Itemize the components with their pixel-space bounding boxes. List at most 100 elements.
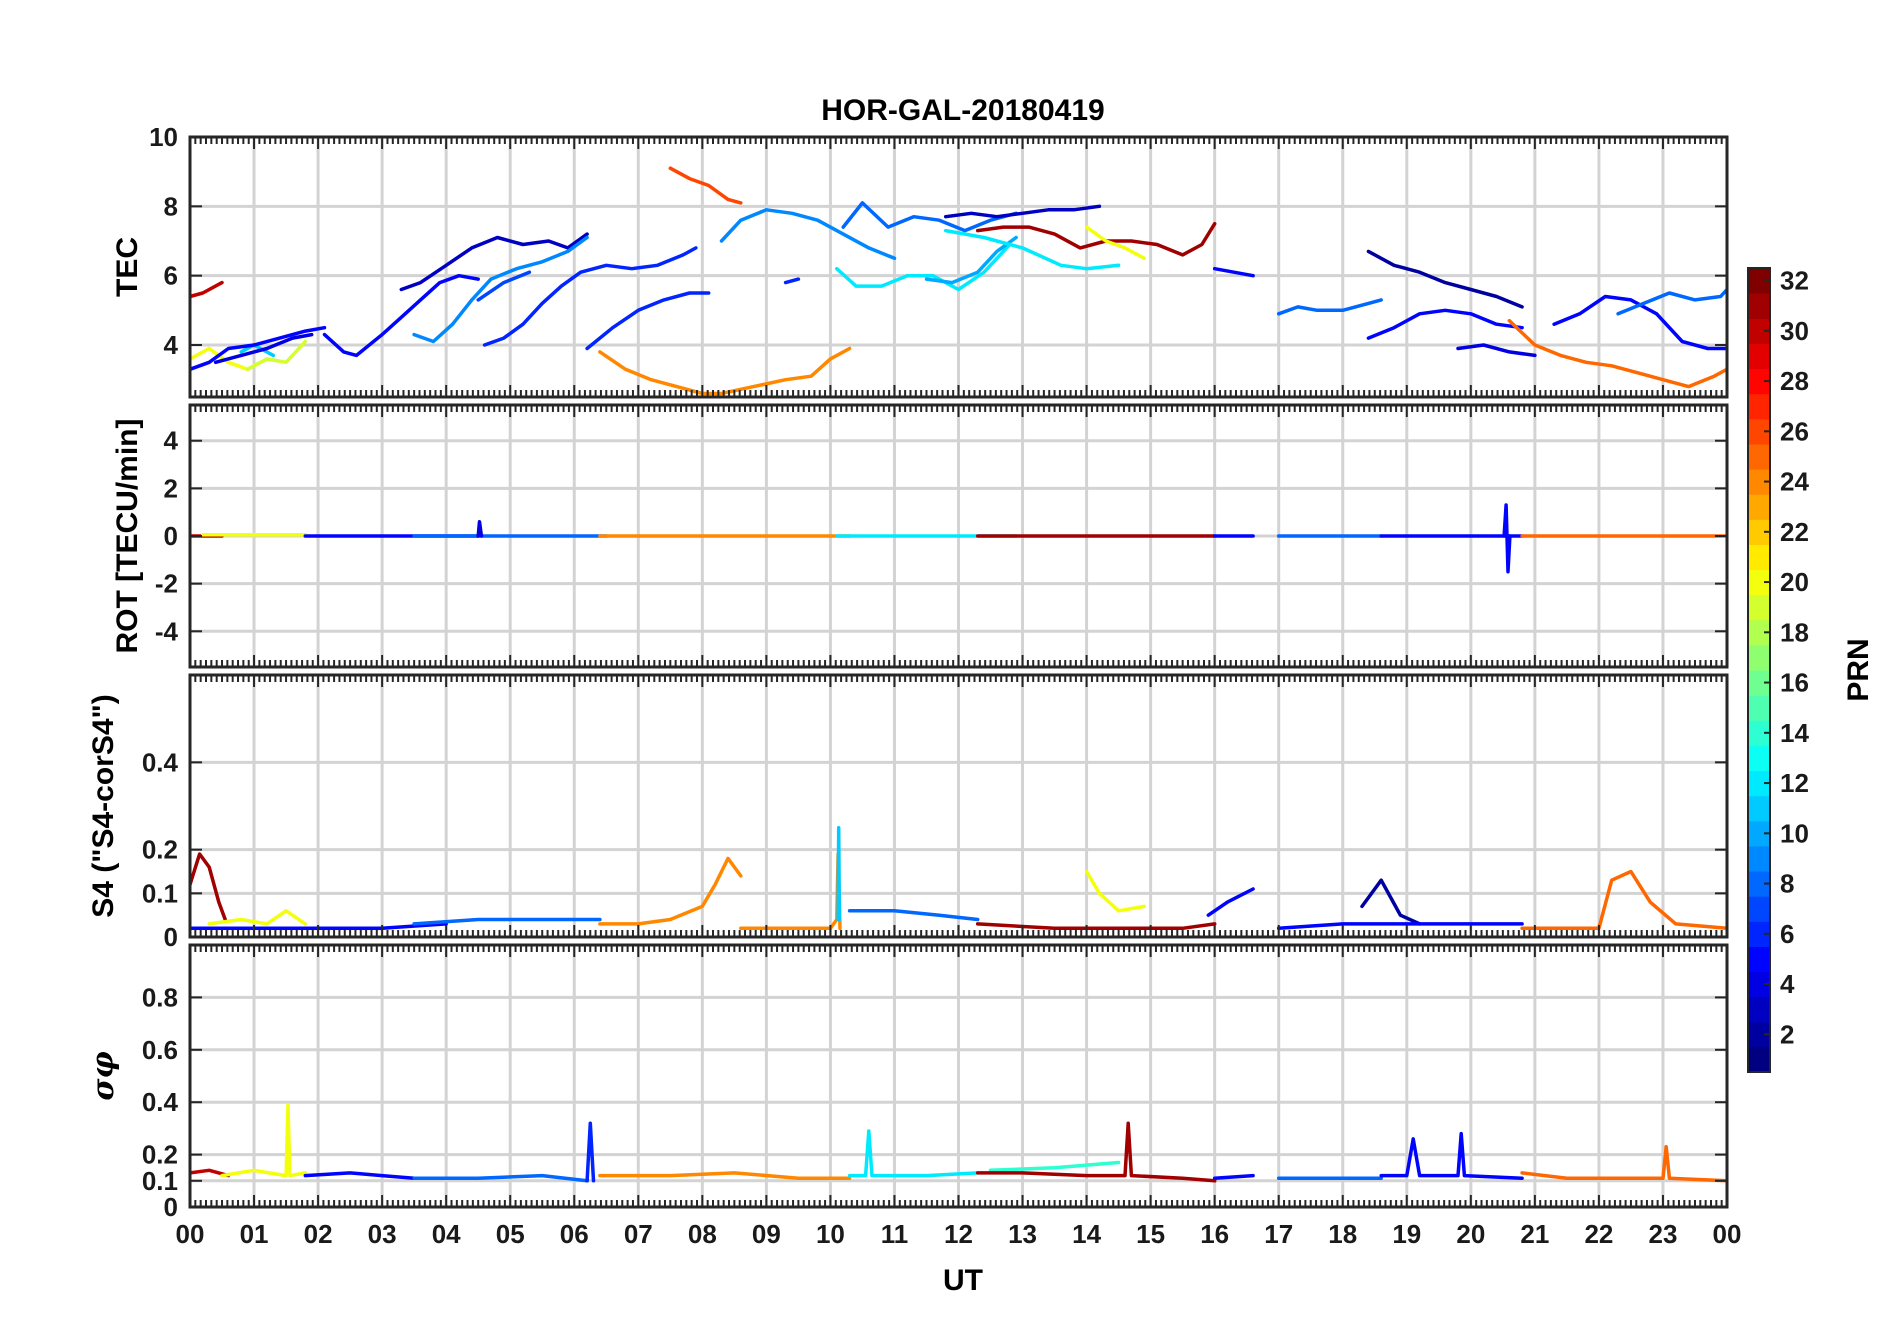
x-tick-label: 23	[1648, 1219, 1677, 1249]
y-axis-label: S4 ("S4-corS4")	[87, 694, 120, 918]
series-line-prn-5	[1212, 1173, 1255, 1180]
panel-frame	[188, 403, 1729, 669]
series-line-prn-20	[1084, 225, 1146, 261]
x-tick-label: 02	[304, 1219, 333, 1249]
series-line-prn-9	[412, 235, 589, 344]
panel-s4: 0 0.1 0.2 0.4 S4 ("S4-corS4")	[87, 673, 1729, 952]
series-group	[190, 166, 1727, 396]
x-tick-label: 15	[1136, 1219, 1165, 1249]
y-tick-label: 0.1	[142, 878, 178, 908]
y-tick-label: 4	[164, 330, 179, 360]
colorbar-swatch	[1748, 996, 1770, 1023]
series-line-prn-2	[1366, 249, 1524, 309]
colorbar-swatch	[1748, 318, 1770, 344]
x-tick-label: 14	[1072, 1219, 1101, 1249]
series-line-prn-31	[975, 922, 1217, 931]
panel-frame	[188, 135, 1729, 399]
series-line-prn-20	[1084, 869, 1146, 913]
series-group	[190, 1103, 1727, 1183]
y-tick-label: 4	[164, 426, 179, 456]
series-line-prn-7	[476, 270, 532, 302]
colorbar-swatch	[1748, 268, 1770, 294]
series-line-prn-19	[245, 339, 308, 372]
y-tick-label: -4	[155, 616, 179, 646]
series-line-prn-10	[924, 235, 1018, 285]
series-line-prn-12	[847, 1129, 980, 1178]
panel-tec: 4 6 8 10 TEC	[111, 122, 1729, 399]
x-axis-label: UT	[943, 1264, 983, 1297]
series-line-prn-5	[1212, 266, 1255, 278]
colorbar-tick-label: 26	[1780, 416, 1809, 446]
x-tick-label: 11	[881, 1219, 909, 1249]
y-tick-label: 0	[164, 922, 178, 952]
series-line-prn-31	[975, 1121, 1217, 1183]
x-tick-label: 21	[1520, 1219, 1549, 1249]
colorbar-swatch	[1748, 670, 1770, 696]
series-line-prn-8	[847, 909, 980, 922]
colorbar-tick-label: 12	[1780, 768, 1809, 798]
series-line-prn-4	[213, 332, 314, 365]
y-tick-label: 0.2	[142, 835, 178, 865]
y-tick-label: 0.6	[142, 1035, 178, 1065]
colorbar-swatch	[1748, 896, 1770, 922]
series-line-prn-5	[322, 273, 480, 358]
colorbar-tick-label: 6	[1780, 919, 1794, 949]
x-tick-label: 07	[624, 1219, 653, 1249]
colorbar-tick-label: 18	[1780, 617, 1809, 647]
panel-sigma_phi: 00.10.2 0.4 0.6 0.8 σφ 00 01 02 03 04 05 06 07 08 09 10…	[86, 943, 1742, 1249]
series-line-prn-24	[598, 1171, 852, 1180]
colorbar-swatch	[1748, 745, 1770, 772]
y-tick-label: -2	[155, 569, 178, 599]
series-line-prn-6	[585, 1121, 596, 1183]
series-line-prn-8	[412, 917, 602, 926]
series-line-prn-4	[1456, 343, 1537, 358]
series-line-prn-5	[1366, 308, 1524, 340]
x-tick-label: 05	[496, 1219, 525, 1249]
colorbar-swatch	[1748, 594, 1770, 621]
series-line-prn-24	[598, 346, 852, 396]
x-tick-label: 01	[240, 1219, 269, 1249]
y-tick-label: 6	[164, 261, 178, 291]
colorbar-swatch	[1748, 1021, 1770, 1048]
series-line-prn-4	[476, 519, 484, 538]
series-line-prn-5	[190, 325, 327, 372]
x-tick-label: 00	[1713, 1219, 1742, 1249]
y-tick-label: 2	[164, 473, 178, 503]
series-line-prn-8	[1276, 298, 1383, 316]
x-tick-label: 17	[1264, 1219, 1293, 1249]
series-line-prn-12	[943, 228, 1121, 271]
y-tick-label: 0.8	[142, 982, 178, 1012]
series-line-prn-5	[1552, 294, 1727, 351]
colorbar-swatch	[1748, 443, 1770, 470]
colorbar-swatch	[1748, 343, 1770, 370]
y-tick-label: 0	[164, 1192, 178, 1222]
panel-frame	[188, 943, 1729, 1209]
colorbar-tick-label: 14	[1780, 718, 1809, 748]
colorbar-swatch	[1748, 971, 1770, 998]
colorbar-swatch	[1748, 921, 1770, 947]
series-line-prn-6	[585, 291, 711, 351]
x-tick-label: 16	[1200, 1219, 1229, 1249]
chart-title: HOR-GAL-20180419	[821, 94, 1104, 127]
y-tick-label: 10	[149, 122, 178, 152]
colorbar-tick-label: 2	[1780, 1019, 1794, 1049]
colorbar-swatch	[1748, 569, 1770, 596]
colorbar-frame	[1747, 267, 1771, 1073]
series-line-prn-9	[719, 208, 897, 261]
series-group	[190, 826, 1727, 931]
colorbar-tick-label: 30	[1780, 316, 1809, 346]
series-line-prn-24	[598, 856, 743, 926]
colorbar-tick-label: 16	[1780, 668, 1809, 698]
colorbar-swatch	[1748, 293, 1770, 319]
colorbar-tick-label: 32	[1780, 266, 1809, 296]
series-line-prn-14	[988, 1160, 1121, 1173]
colorbar-swatch	[1748, 946, 1770, 973]
series-line-prn-8	[841, 201, 1018, 233]
colorbar-tick-label: 24	[1780, 467, 1809, 497]
colorbar-swatch	[1748, 1046, 1770, 1073]
colorbar-swatch	[1748, 418, 1770, 445]
colorbar-tick-label: 8	[1780, 869, 1794, 899]
